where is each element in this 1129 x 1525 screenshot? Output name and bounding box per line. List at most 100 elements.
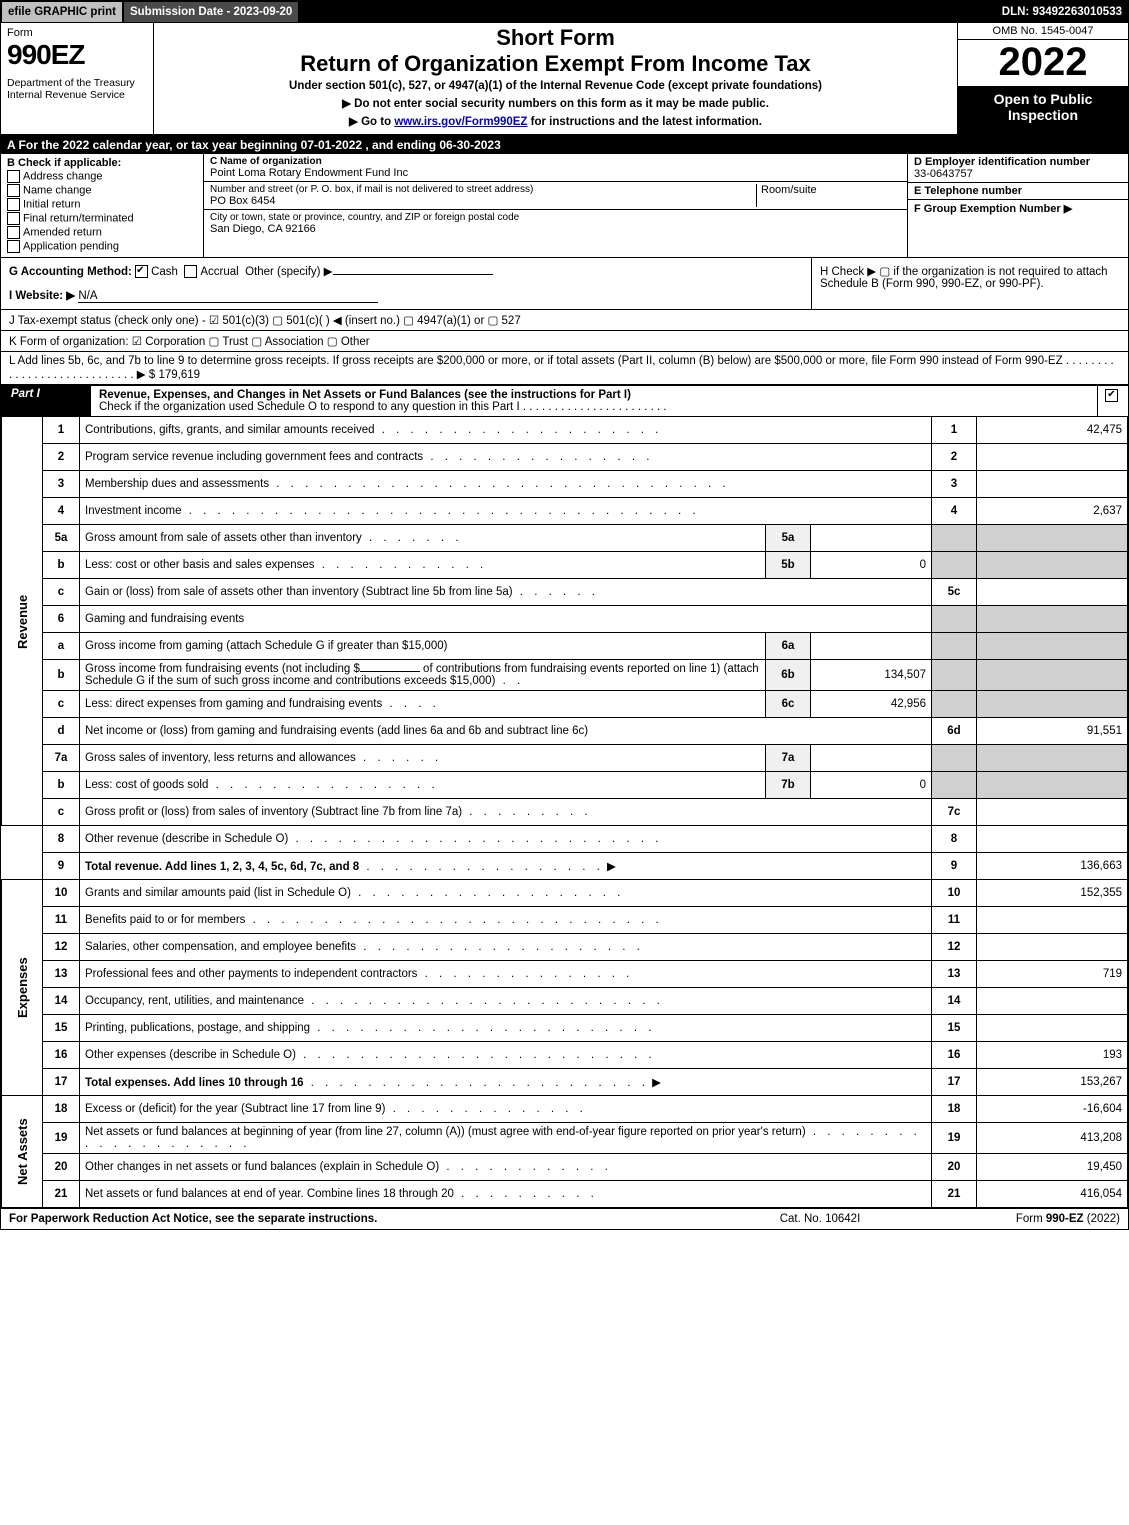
line-desc: Gross profit or (loss) from sales of inv… <box>85 806 462 818</box>
inner-value: 0 <box>811 772 932 799</box>
goto-post: for instructions and the latest informat… <box>527 116 762 128</box>
line-value: 153,267 <box>977 1069 1128 1096</box>
inner-value <box>811 633 932 660</box>
checkbox-amended-return[interactable] <box>7 226 20 239</box>
net-assets-side-label: Net Assets <box>2 1096 43 1208</box>
line-desc: Program service revenue including govern… <box>85 451 423 463</box>
line-rnum: 15 <box>932 1015 977 1042</box>
dln: DLN: 93492263010533 <box>996 1 1128 23</box>
irs-link[interactable]: www.irs.gov/Form990EZ <box>394 116 527 128</box>
form-header: Form 990EZ Department of the Treasury In… <box>1 23 1128 136</box>
checkbox-final-return[interactable] <box>7 212 20 225</box>
line-desc: Excess or (deficit) for the year (Subtra… <box>85 1103 385 1115</box>
line-desc: Total revenue. Add lines 1, 2, 3, 4, 5c,… <box>85 861 359 873</box>
form-label: Form <box>7 27 147 39</box>
line-desc: Contributions, gifts, grants, and simila… <box>80 417 932 444</box>
line-desc: Net assets or fund balances at end of ye… <box>85 1188 454 1200</box>
city-label: City or town, state or province, country… <box>210 212 901 223</box>
omb-number: OMB No. 1545-0047 <box>958 23 1128 40</box>
line-value <box>977 907 1128 934</box>
part-1-check-line: Check if the organization used Schedule … <box>99 401 667 413</box>
line-rnum: 8 <box>932 826 977 853</box>
part-1-header: Part I Revenue, Expenses, and Changes in… <box>1 385 1128 416</box>
expenses-side-label: Expenses <box>2 880 43 1096</box>
line-rnum: 7c <box>932 799 977 826</box>
part-1-title-text: Revenue, Expenses, and Changes in Net As… <box>99 389 631 401</box>
line-rnum: 6d <box>932 718 977 745</box>
line-desc: Less: direct expenses from gaming and fu… <box>85 698 382 710</box>
cb-label: Initial return <box>23 198 80 210</box>
efile-print-button[interactable]: efile GRAPHIC print <box>1 1 123 23</box>
line-value: 416,054 <box>977 1181 1128 1208</box>
org-name: Point Loma Rotary Endowment Fund Inc <box>210 167 901 179</box>
section-h: H Check ▶ ▢ if the organization is not r… <box>811 258 1128 309</box>
form-subtitle: Under section 501(c), 527, or 4947(a)(1)… <box>158 80 953 92</box>
sections-b-to-f: B Check if applicable: Address change Na… <box>1 154 1128 258</box>
inner-label: 7b <box>766 772 811 799</box>
line-value <box>977 799 1128 826</box>
checkbox-accrual[interactable] <box>184 265 197 278</box>
line-desc: Grants and similar amounts paid (list in… <box>85 887 351 899</box>
line-value <box>977 934 1128 961</box>
accrual-label: Accrual <box>200 266 238 278</box>
ein: 33-0643757 <box>914 168 1122 180</box>
city: San Diego, CA 92166 <box>210 223 901 235</box>
part-1-title: Revenue, Expenses, and Changes in Net As… <box>91 385 1097 416</box>
group-exemption-label: F Group Exemption Number ▶ <box>914 202 1122 215</box>
line-value: 193 <box>977 1042 1128 1069</box>
checkbox-cash[interactable] <box>135 265 148 278</box>
line-desc: Gain or (loss) from sale of assets other… <box>85 586 513 598</box>
form-ref-bold: 990-EZ <box>1046 1213 1084 1225</box>
g-label: G Accounting Method: <box>9 266 132 278</box>
checkbox-name-change[interactable] <box>7 184 20 197</box>
line-desc: Gross income from fundraising events (no… <box>85 663 360 675</box>
top-bar: efile GRAPHIC print Submission Date - 20… <box>1 1 1128 23</box>
line-desc: Other changes in net assets or fund bala… <box>85 1161 439 1173</box>
section-j: J Tax-exempt status (check only one) - ☑… <box>1 310 1128 331</box>
header-left: Form 990EZ Department of the Treasury In… <box>1 23 154 134</box>
checkbox-schedule-o[interactable] <box>1105 389 1118 402</box>
form-title: Return of Organization Exempt From Incom… <box>158 51 953 77</box>
section-i: I Website: ▶ N/A <box>9 288 803 303</box>
line-value: -16,604 <box>977 1096 1128 1123</box>
line-rnum: 12 <box>932 934 977 961</box>
form-number: 990EZ <box>7 39 147 71</box>
line-value: 413,208 <box>977 1123 1128 1154</box>
line-desc: Less: cost or other basis and sales expe… <box>85 559 315 571</box>
department-label: Department of the Treasury Internal Reve… <box>7 77 147 101</box>
tel-label: E Telephone number <box>914 185 1122 197</box>
checkbox-address-change[interactable] <box>7 170 20 183</box>
line-desc: Investment income <box>85 505 182 517</box>
line-rnum: 10 <box>932 880 977 907</box>
line-desc: Membership dues and assessments <box>85 478 269 490</box>
l-value: 179,619 <box>158 369 200 381</box>
line-value: 719 <box>977 961 1128 988</box>
sections-d-e-f: D Employer identification number 33-0643… <box>907 154 1128 257</box>
page-footer: For Paperwork Reduction Act Notice, see … <box>1 1208 1128 1229</box>
paperwork-notice: For Paperwork Reduction Act Notice, see … <box>9 1213 720 1225</box>
line-desc: Other revenue (describe in Schedule O) <box>85 833 288 845</box>
line-desc: Gross amount from sale of assets other t… <box>85 532 362 544</box>
inner-label: 7a <box>766 745 811 772</box>
other-specify-input[interactable] <box>333 274 493 275</box>
cb-label: Final return/terminated <box>23 212 134 224</box>
contrib-amount-input[interactable] <box>360 671 420 672</box>
checkbox-initial-return[interactable] <box>7 198 20 211</box>
cb-label: Application pending <box>23 240 119 252</box>
other-label: Other (specify) ▶ <box>245 266 332 278</box>
line-desc: Gross sales of inventory, less returns a… <box>85 752 356 764</box>
header-middle: Short Form Return of Organization Exempt… <box>154 23 957 134</box>
checkbox-application-pending[interactable] <box>7 240 20 253</box>
inner-label: 5b <box>766 552 811 579</box>
room-suite-label: Room/suite <box>756 184 901 207</box>
section-g: G Accounting Method: Cash Accrual Other … <box>9 264 803 278</box>
part-1-checkbox-cell <box>1097 385 1128 416</box>
line-desc: Gaming and fundraising events <box>80 606 932 633</box>
line-value <box>977 471 1128 498</box>
line-rnum: 18 <box>932 1096 977 1123</box>
i-label: I Website: ▶ <box>9 290 75 302</box>
warning-line: ▶ Do not enter social security numbers o… <box>158 96 953 110</box>
line-desc: Benefits paid to or for members <box>85 914 245 926</box>
part-1-label: Part I <box>1 385 91 416</box>
street: PO Box 6454 <box>210 195 756 207</box>
